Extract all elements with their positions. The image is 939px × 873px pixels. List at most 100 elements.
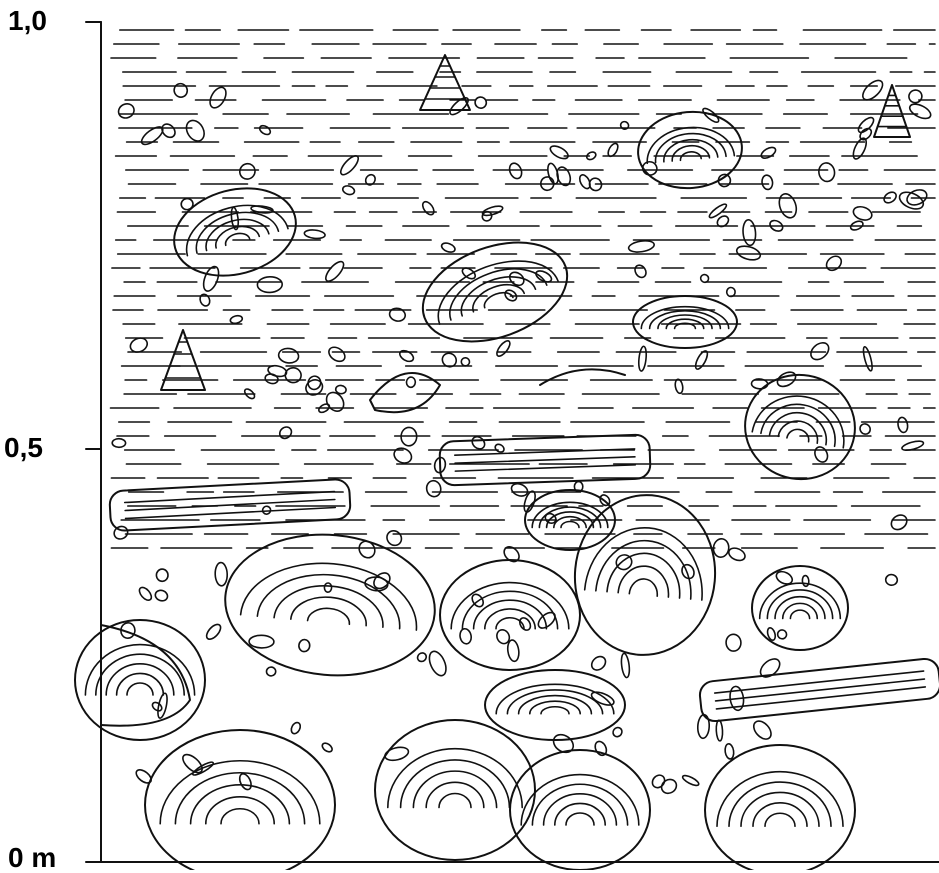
growth-line — [646, 126, 736, 165]
burrow-fragment — [775, 570, 794, 585]
burrow-fragment — [471, 593, 485, 608]
burrow-fragment — [421, 200, 435, 216]
flat-shell-line — [715, 686, 927, 710]
shell-outline — [704, 744, 856, 870]
growth-line — [554, 802, 606, 826]
burrow-fragment — [393, 447, 413, 464]
burrow-fragment — [769, 219, 784, 232]
burrow-fragment — [441, 352, 458, 368]
gastropod-outline — [419, 54, 471, 111]
shell-outline — [637, 110, 743, 190]
burrow-fragment — [440, 242, 456, 253]
burrow-fragment — [862, 79, 884, 101]
burrow-fragment — [518, 617, 532, 631]
shell-outline — [173, 187, 297, 277]
flat-shell-outline — [438, 433, 652, 487]
burrow-fragment — [425, 479, 442, 498]
growth-line — [460, 276, 537, 317]
oyster-shell — [744, 373, 856, 481]
growth-line — [545, 511, 595, 529]
burrow-fragment — [325, 391, 345, 412]
burrow-fragment — [620, 652, 631, 679]
shell-outline — [484, 669, 626, 741]
growth-line — [174, 772, 306, 825]
burrow-fragment — [307, 375, 322, 391]
growth-line — [768, 411, 828, 446]
growth-line — [438, 792, 472, 809]
burrow-fragment — [857, 116, 875, 134]
flat-shell — [108, 478, 352, 532]
burrow-fragment — [258, 124, 272, 136]
shell-outline — [632, 295, 738, 349]
burrow-fragment — [400, 426, 418, 447]
growth-line — [387, 747, 523, 809]
growth-line — [740, 791, 820, 828]
growth-line — [205, 796, 275, 825]
growth-line — [306, 607, 351, 626]
growth-line — [412, 770, 498, 809]
growth-line — [189, 784, 291, 825]
burrow-fragment — [386, 530, 403, 547]
growth-line — [654, 132, 727, 164]
burrow-fragment — [901, 440, 925, 452]
growth-line — [195, 211, 280, 254]
gastropod-outline — [873, 84, 911, 138]
growth-line — [781, 602, 819, 620]
burrow-fragment — [590, 655, 607, 671]
growth-line — [126, 682, 154, 696]
burrow-fragment — [506, 639, 520, 663]
growth-line — [751, 395, 845, 449]
burrow-fragment — [265, 666, 277, 677]
burrow-fragment — [185, 119, 205, 142]
burrow-fragment — [612, 726, 623, 738]
flat-shell-line — [714, 678, 926, 702]
burrow-fragment — [849, 220, 864, 231]
growth-line — [777, 420, 819, 445]
growth-line — [115, 672, 165, 696]
burrow-fragment — [539, 176, 555, 192]
burrow-fragment — [157, 692, 168, 719]
burrow-fragment — [388, 307, 407, 322]
burrow-fragment — [209, 86, 227, 109]
burrow-fragment — [229, 314, 244, 325]
burrow-fragment — [681, 774, 700, 787]
shell-outline — [144, 729, 336, 870]
growth-line — [760, 403, 836, 448]
flat-shell-line — [453, 448, 636, 456]
burrow-fragment — [238, 773, 252, 791]
burrow-fragment — [303, 229, 326, 240]
burrow-fragment — [334, 384, 347, 395]
growth-line — [657, 314, 713, 330]
growth-line — [205, 218, 270, 252]
burrow-fragments — [111, 79, 932, 795]
growth-line — [105, 663, 175, 696]
growth-line — [399, 759, 511, 809]
oyster-shell — [74, 619, 206, 741]
burrow-fragment — [760, 146, 777, 159]
growth-line — [531, 501, 609, 529]
burrow-fragment — [508, 162, 523, 180]
shell-outline — [524, 489, 616, 551]
oyster-shell — [224, 533, 436, 677]
burrow-fragment — [708, 203, 728, 219]
growth-line — [764, 812, 796, 828]
oyster-shell — [173, 187, 297, 277]
growth-line — [159, 759, 321, 825]
growth-line — [665, 318, 705, 330]
burrow-fragment — [776, 629, 788, 640]
shell-outline — [439, 559, 581, 671]
growth-line — [538, 506, 602, 529]
growth-line — [673, 322, 697, 330]
burrow-fragment — [862, 345, 873, 372]
growth-line — [215, 225, 261, 249]
growth-line — [449, 268, 548, 321]
burrow-fragment — [699, 273, 710, 284]
burrow-fragment — [681, 563, 695, 580]
burrow-fragment — [117, 103, 135, 119]
burrow-fragment — [712, 538, 730, 558]
growth-line — [256, 573, 401, 630]
growth-line — [640, 305, 730, 330]
growth-line — [506, 689, 604, 715]
burrow-fragment — [267, 364, 288, 378]
